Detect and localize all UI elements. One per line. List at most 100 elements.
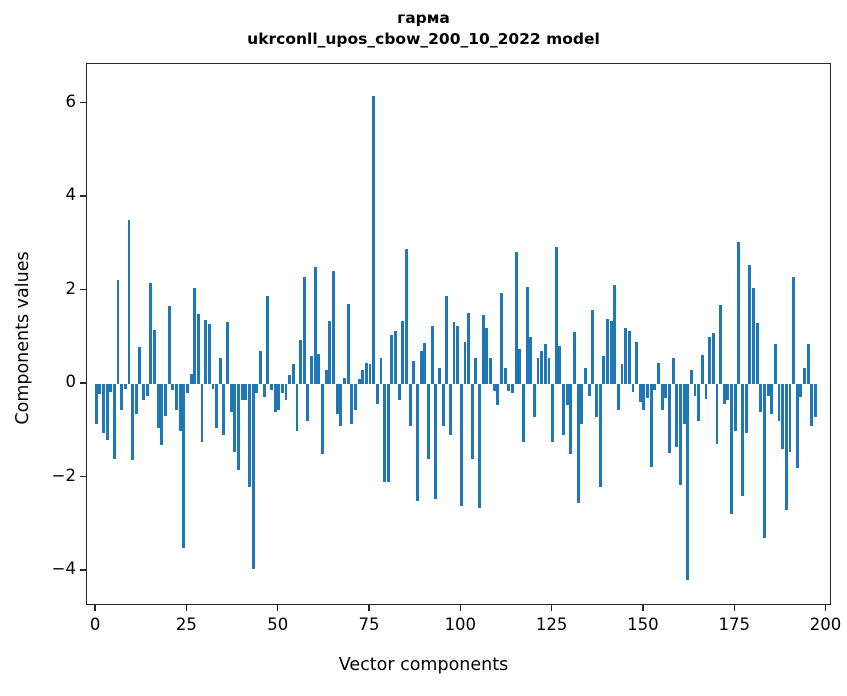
bar	[653, 384, 657, 390]
bar	[481, 314, 485, 385]
bar	[153, 330, 156, 385]
bar	[185, 384, 189, 394]
bar	[145, 384, 149, 396]
bar	[175, 384, 178, 410]
bar	[686, 384, 690, 581]
bar	[233, 384, 237, 452]
bar	[576, 384, 580, 504]
chart-title: гарма ukrconll_upos_cbow_200_10_2022 mod…	[0, 8, 847, 50]
bar	[280, 384, 284, 394]
y-tick-label: 4	[65, 185, 77, 205]
bar	[383, 384, 387, 483]
bar	[123, 384, 127, 389]
bar	[237, 384, 240, 471]
bar	[620, 364, 624, 385]
bar	[445, 296, 449, 385]
bar	[200, 384, 204, 443]
x-tick-label: 25	[175, 615, 197, 634]
bar	[419, 351, 423, 385]
bar	[660, 384, 664, 410]
bar	[357, 379, 361, 385]
bar	[562, 384, 566, 436]
bar	[609, 320, 613, 385]
bar	[803, 367, 807, 385]
bar	[594, 384, 598, 417]
bar	[160, 384, 164, 445]
bar	[784, 384, 788, 511]
bar	[284, 384, 288, 401]
bar	[386, 384, 390, 483]
bar	[500, 292, 503, 385]
bar	[101, 384, 105, 434]
bar	[700, 355, 704, 385]
bar	[248, 384, 251, 487]
bar	[441, 384, 445, 427]
bar	[156, 384, 160, 429]
bar	[251, 384, 255, 569]
bar	[430, 325, 434, 385]
y-axis-label: Components values	[13, 251, 33, 425]
plot-axes	[86, 63, 831, 605]
bar	[310, 356, 314, 385]
bar	[678, 384, 682, 485]
bar	[722, 384, 726, 404]
bar	[759, 384, 763, 413]
bar	[394, 331, 398, 385]
bar	[554, 247, 558, 385]
bar	[350, 384, 354, 424]
bar	[171, 384, 175, 390]
bar	[138, 346, 142, 385]
bar	[616, 384, 620, 410]
bar	[814, 384, 817, 417]
bar	[788, 384, 792, 452]
bar	[507, 384, 511, 392]
bar	[529, 337, 533, 385]
bar	[437, 367, 441, 385]
bar	[627, 331, 631, 385]
chart-title-line1: гарма	[397, 9, 450, 27]
bar	[770, 384, 774, 415]
bar	[288, 374, 292, 385]
bar	[664, 384, 668, 399]
bar	[94, 384, 98, 424]
x-tick-mark	[642, 605, 644, 611]
bar	[255, 384, 259, 394]
bar	[401, 320, 405, 385]
bar	[375, 384, 379, 404]
bar	[543, 344, 547, 385]
bar	[266, 296, 270, 385]
bar	[613, 285, 617, 385]
bar	[459, 384, 463, 506]
bar	[726, 384, 730, 401]
bar	[781, 384, 785, 450]
bar	[390, 335, 394, 385]
x-tick-mark	[550, 605, 553, 611]
bar	[646, 384, 650, 399]
bar	[112, 384, 116, 459]
bar	[730, 384, 734, 514]
bar	[755, 323, 759, 385]
bar	[737, 241, 741, 385]
bar	[379, 358, 383, 385]
x-tick-label: 0	[89, 615, 101, 634]
bar	[405, 249, 408, 385]
bar	[426, 384, 430, 459]
bar	[142, 384, 146, 401]
bar	[587, 384, 591, 396]
bar	[741, 384, 744, 497]
bar	[711, 332, 715, 385]
x-tick-mark	[733, 605, 735, 611]
bar	[127, 220, 131, 385]
bar	[269, 384, 273, 390]
bar	[584, 367, 587, 385]
bar	[536, 358, 540, 385]
bar	[792, 276, 796, 385]
bar	[346, 303, 350, 385]
bar	[317, 353, 321, 385]
bar	[98, 384, 102, 395]
bar	[489, 358, 492, 385]
bar	[631, 384, 635, 393]
bar	[752, 288, 755, 385]
bar	[452, 322, 456, 385]
x-tick-label: 175	[718, 615, 750, 634]
